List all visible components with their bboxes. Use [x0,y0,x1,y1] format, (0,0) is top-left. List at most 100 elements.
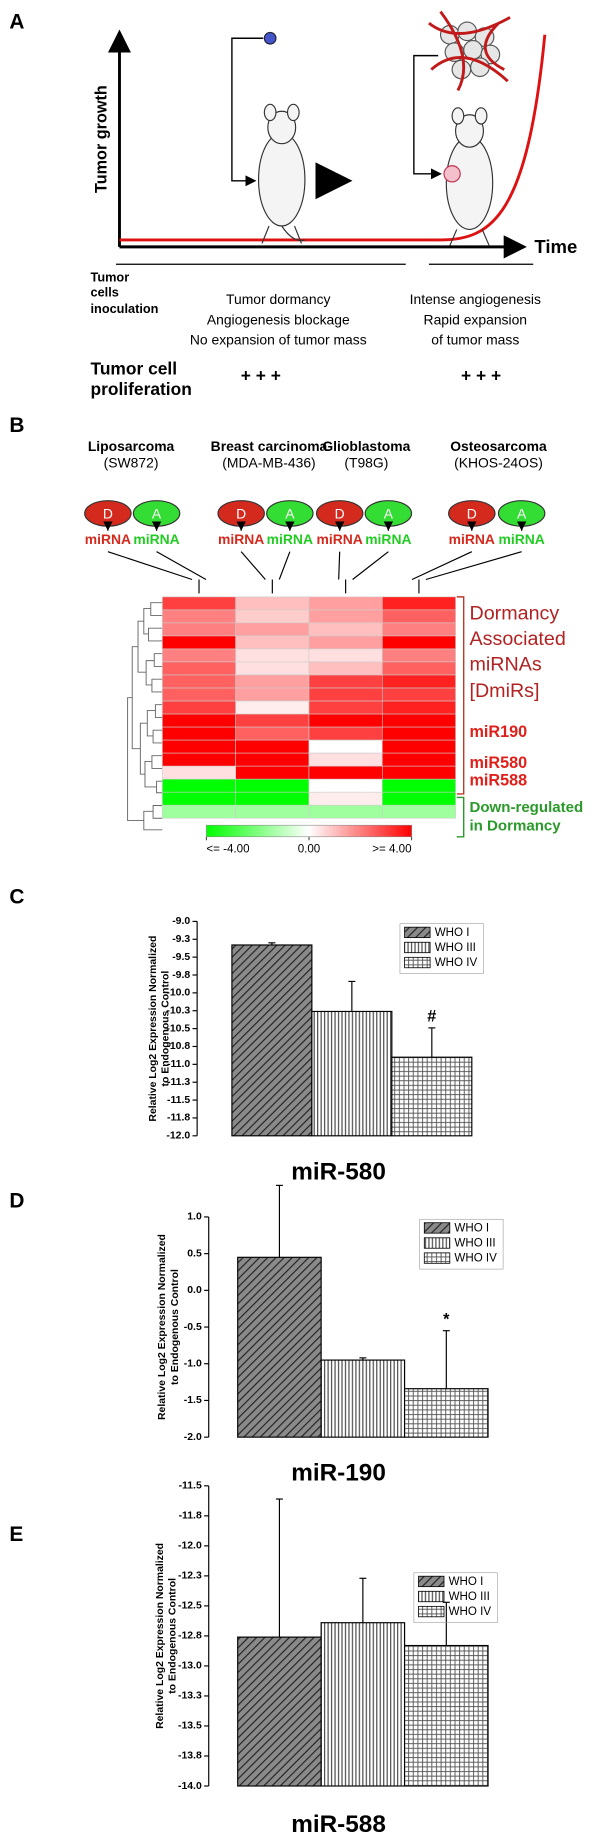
y-axis-label: Relative Log2 Expression Normalized [148,936,159,1122]
bracket [456,596,465,795]
heatmap-cell [381,609,456,624]
colorbar-step [315,825,320,837]
colorbar-step [250,825,255,837]
legend-label: WHO I [449,1576,484,1588]
heatmap-cell [308,791,383,806]
y-tick-label: -12.3 [178,1571,202,1582]
colorbar-step [346,825,351,837]
heatmap-cell [235,596,310,611]
colorbar-step [285,825,289,837]
colorbar-step [363,825,368,837]
heatmap-cell [162,765,236,780]
y-tick-label: -13.8 [178,1751,202,1762]
heatmap-cell [235,622,310,637]
connector [338,551,341,580]
heatmap-cell [235,752,310,767]
heatmap-cell [308,687,383,702]
legend-swatch [423,1252,451,1264]
y-tick-label: -13.0 [178,1661,202,1672]
cell-line-id: (T98G) [344,454,388,470]
colorbar-step [237,825,242,837]
colorbar-step [223,825,228,837]
oval-label: A [517,505,527,521]
connector [425,551,522,581]
bracket [456,796,465,838]
cell-line: Osteosarcoma [450,438,547,454]
colorbar-step [308,825,313,837]
heatmap-cell [381,661,456,676]
heatmap-cell [235,778,310,793]
mirna-label: miRNA [85,531,131,547]
colorbar-step [220,825,224,837]
colorbar-label: <= -4.00 [206,844,249,856]
colorbar-step [244,825,248,837]
bar [231,944,313,1137]
heatmap-cell [308,804,383,819]
y-tick-label: -14.0 [178,1781,202,1792]
mirna-label: miRNA [317,531,363,547]
colorbar-step [353,825,358,837]
y-tick-label: 0.5 [187,1248,202,1259]
heatmap-cell [381,687,456,702]
y-tick-label: -10.8 [166,1041,190,1052]
colorbar-step [329,825,334,837]
colorbar-step [367,825,371,837]
colorbar-label: >= 4.00 [372,844,411,856]
row-label: Tumor cell [91,358,178,378]
stage-text: of tumor mass [431,331,519,347]
cell-line: Breast carcinoma [211,438,328,454]
heatmap-cell [235,791,310,806]
heatmap-cell [162,648,236,663]
colorbar-step [360,825,365,837]
heatmap-cell [308,739,383,754]
colorbar-step [209,825,214,837]
stage-text: Angiogenesis blockage [207,312,350,328]
y-tick-label: -10.5 [166,1023,190,1034]
heatmap-cell [162,778,236,793]
row-label: inoculation [91,301,159,316]
mir-label: miR580 [469,754,527,772]
panel-label: E [9,1523,23,1546]
heatmap-cell [235,648,310,663]
panel-b: B Dormancy Associated miRNAs [DmiRs] miR… [9,414,583,838]
heatmap-cell [381,804,456,819]
y-tick-label: -12.5 [178,1601,202,1612]
heatmap-cell [235,661,310,676]
legend-label: WHO III [454,1238,495,1250]
heatmap-cell [162,726,236,741]
heatmap-cell [308,609,383,624]
colorbar-step [408,825,413,837]
heatmap-cell [235,609,310,624]
y-tick-label: -1.5 [184,1395,202,1406]
cell-line: Liposarcoma [88,438,175,454]
heatmap-cell [162,791,236,806]
legend-swatch [418,1605,445,1618]
heatmap-cell [162,804,236,819]
y-tick-label: -11.5 [179,1481,202,1492]
y-tick-label: -13.3 [178,1691,202,1702]
connector [352,551,389,580]
panel-label: C [9,886,24,909]
heatmap-cell [235,765,310,780]
heatmap-cell [381,791,456,806]
legend-label: WHO III [449,1591,490,1603]
bar [320,1622,406,1787]
y-tick-label: -10.0 [166,988,190,999]
colorbar-step [264,825,269,837]
heatmap-cell [381,778,456,793]
y-tick-label: -11.5 [167,1095,190,1106]
annotation: [DmiRs] [469,680,539,702]
arrow [413,54,442,180]
colorbar-label: 0.00 [298,844,321,856]
connector [411,551,473,581]
heatmap-cell [235,713,310,728]
y-tick-label: -9.3 [172,934,190,945]
stage-text: No expansion of tumor mass [190,331,367,347]
mirna-label: miRNA [133,531,179,547]
dendrogram [127,602,163,831]
heatmap-cell [162,596,236,611]
colorbar-step [397,825,402,837]
colorbar-step [404,825,409,837]
heatmap-cell [162,687,236,702]
